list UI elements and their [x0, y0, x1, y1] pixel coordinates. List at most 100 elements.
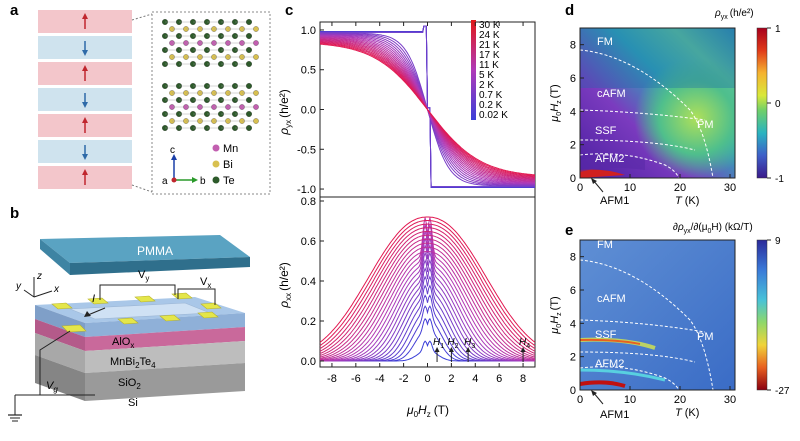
panel-c-transport-plots: 1.0 0.5 0.0 -0.5 -1.0 ρyx(h/e²) 30 K24 K21 K… — [277, 20, 536, 419]
te-legend-label: Te — [223, 175, 235, 187]
field-ytick: 4 — [570, 318, 576, 330]
temperature-legend-label: 2 K — [479, 80, 494, 91]
pmma-label: PMMA — [137, 244, 173, 258]
sio2-label: SiO2 — [118, 377, 141, 391]
sio2-front — [85, 341, 245, 373]
rho-yx-ytick: -1.0 — [297, 184, 316, 196]
alox-label: AlOx — [112, 336, 134, 350]
film-front — [85, 327, 245, 351]
temperature-xtick: 10 — [624, 394, 636, 406]
field-ytick: 0 — [570, 173, 576, 185]
rho-xx-curve — [320, 250, 535, 362]
temperature-legend-label: 21 K — [479, 40, 500, 51]
temperature-xtick: 30 — [724, 182, 736, 194]
temperature-xtick: 30 — [724, 394, 736, 406]
derivative-colorbar — [756, 239, 768, 391]
colorbar-tick: 9 — [775, 236, 781, 247]
pmma-front — [70, 257, 250, 275]
axis-z-label: z — [36, 271, 42, 282]
a-axis-label: a — [162, 176, 168, 187]
field-xtick: -4 — [375, 373, 385, 385]
panel-e-ylabel: μ0Hz(T) — [549, 296, 563, 334]
temperature-legend-label: 0.7 K — [479, 90, 503, 101]
field-xtick: 4 — [472, 373, 478, 385]
rho-yx-ytick: 0.0 — [301, 105, 316, 117]
mn-legend-marker — [212, 144, 220, 152]
phase-label-ssf: SSF — [595, 329, 617, 341]
alox-front — [85, 313, 245, 337]
bi-legend-marker — [212, 160, 220, 168]
field-xtick: 2 — [448, 373, 454, 385]
colorbar-tick: -1 — [775, 174, 784, 185]
rho-xx-ytick: 0.2 — [301, 316, 316, 328]
rho-xx-ytick: 0.4 — [301, 276, 316, 288]
panel-d-afm1-label: AFM1 — [600, 195, 629, 207]
rho-xx-curve — [319, 238, 536, 358]
vx-label: Vx — [200, 276, 211, 290]
temperature-legend-label: 11 K — [479, 60, 499, 71]
temperature-xtick: 10 — [624, 182, 636, 194]
axis-x-label: x — [53, 284, 60, 295]
mn-legend-label: Mn — [223, 143, 238, 155]
rho-xx-ytick: 0.6 — [301, 236, 316, 248]
rho-yx-ytick: 1.0 — [301, 25, 316, 37]
field-xtick: 6 — [496, 373, 502, 385]
phase-label-fm: FM — [597, 36, 613, 48]
panel-a-label: a — [10, 2, 19, 19]
panel-b-device-schematic: PMMA z x y Vy Vx I AlOx MnBi2Te4 Si — [8, 235, 250, 422]
field-ytick: 6 — [570, 285, 576, 297]
rho-xx-ytick: 0.0 — [301, 356, 316, 368]
phase-label-afm2: AFM2 — [595, 358, 624, 370]
panel-e-phase-diagram: 0 10 20 30 0 2 4 6 8 FM cAFM SSF AFM2 PM 9 -27 ∂ρyx/∂… — [549, 222, 790, 421]
colorbar-tick: 0 — [775, 99, 781, 110]
colorbar-tick: 1 — [775, 24, 781, 35]
temperature-legend-label: 30 K — [479, 20, 500, 31]
field-ytick: 8 — [570, 252, 576, 264]
field-xtick: -6 — [351, 373, 361, 385]
field-ytick: 4 — [570, 106, 576, 118]
field-xtick: -8 — [327, 373, 337, 385]
rho-xx-curve — [319, 223, 536, 350]
gate-electrode — [61, 324, 87, 333]
axis-y-label: y — [15, 281, 22, 292]
rho-xx-curve — [320, 243, 535, 362]
rho-xx-curve — [319, 242, 536, 359]
panel-e-title: ∂ρyx/∂(μ0H) (kΩ/T) — [673, 222, 753, 235]
rho-xx-curve — [319, 224, 536, 362]
rho-xx-curve — [319, 234, 536, 357]
si-front — [85, 363, 245, 401]
rho-xx-curve — [319, 220, 536, 347]
panel-d-label: d — [565, 2, 575, 19]
critical-field-marker: H4 — [519, 337, 530, 350]
film-label: MnBi2Te4 — [110, 356, 156, 370]
rho-xx-curve — [319, 227, 536, 352]
temperature-color-bar — [471, 20, 476, 120]
bi-legend-label: Bi — [223, 159, 233, 171]
rho-xx-ytick: 0.8 — [301, 196, 316, 208]
b-axis-label: b — [200, 176, 206, 187]
temperature-legend-label: 24 K — [479, 30, 500, 41]
rho-xx-curve — [319, 231, 536, 355]
rho-xx-curve — [319, 246, 536, 360]
rho-xx-plot-frame — [319, 196, 536, 368]
panel-d-ylabel: μ0Hz(T) — [549, 84, 563, 122]
phase-label-pm: PM — [697, 331, 714, 343]
te-legend-marker — [212, 176, 220, 184]
rho-xx-curve — [319, 216, 536, 343]
temperature-legend-label: 0.2 K — [479, 100, 503, 111]
critical-field-marker: H1 — [433, 337, 444, 350]
field-xtick: 0 — [424, 373, 430, 385]
field-ytick: 2 — [570, 352, 576, 364]
field-ytick: 2 — [570, 140, 576, 152]
vy-label: Vy — [138, 269, 149, 283]
critical-field-marker: H3 — [464, 337, 475, 350]
panel-d-title: ρyx (h/e²) — [714, 8, 754, 21]
field-ytick: 0 — [570, 385, 576, 397]
vg-label: Vg — [46, 380, 58, 394]
field-xtick: 8 — [520, 373, 526, 385]
rho-xx-curve — [320, 237, 535, 362]
phase-label-pm: PM — [697, 119, 714, 131]
field-xlabel: μ0Hz (T) — [406, 403, 449, 419]
phase-label-afm2: AFM2 — [595, 153, 624, 165]
field-ytick: 6 — [570, 73, 576, 85]
